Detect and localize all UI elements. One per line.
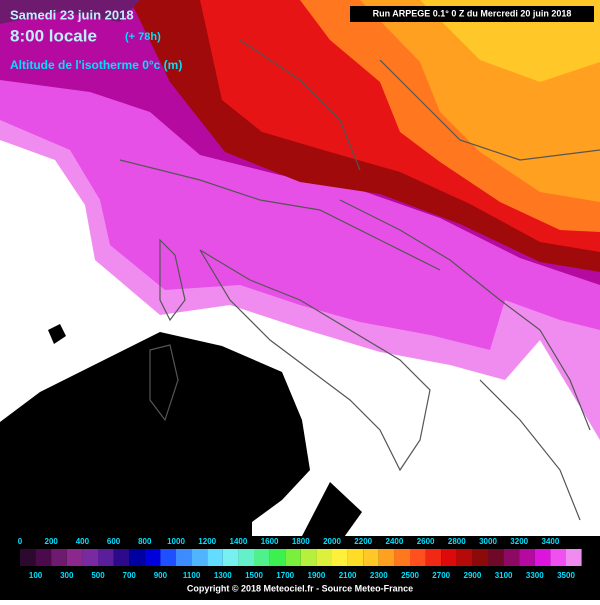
legend-label: 400 xyxy=(76,537,90,546)
legend-label: 2800 xyxy=(448,537,466,546)
legend-swatch xyxy=(20,549,36,566)
copyright: Copyright © 2018 Meteociel.fr - Source M… xyxy=(187,583,413,593)
legend-swatch xyxy=(534,549,551,566)
legend-swatch xyxy=(332,549,348,566)
legend-label: 200 xyxy=(45,537,59,546)
legend-label: 3000 xyxy=(479,537,497,546)
legend-swatch xyxy=(144,549,161,566)
legend-swatch xyxy=(425,549,442,566)
legend-swatch xyxy=(254,549,270,566)
legend-label: 900 xyxy=(154,571,168,580)
legend-label: 1500 xyxy=(245,571,263,580)
legend-label: 2900 xyxy=(464,571,482,580)
legend-swatch xyxy=(98,549,114,566)
legend-label: 1900 xyxy=(308,571,326,580)
legend-label: 3200 xyxy=(510,537,528,546)
legend-label: 2700 xyxy=(432,571,450,580)
legend-swatch xyxy=(176,549,192,566)
legend-label: 3300 xyxy=(526,571,544,580)
legend-swatch xyxy=(378,549,395,566)
legend-swatch xyxy=(550,549,566,566)
legend-swatch xyxy=(472,549,488,566)
legend-swatch xyxy=(51,549,67,566)
legend-label: 600 xyxy=(107,537,121,546)
legend-swatch xyxy=(441,549,457,566)
legend-swatch xyxy=(300,549,317,566)
legend-label: 1300 xyxy=(214,571,232,580)
legend-label: 1600 xyxy=(261,537,279,546)
legend-swatch xyxy=(456,549,473,566)
legend-label: 500 xyxy=(91,571,105,580)
legend-swatch xyxy=(316,549,332,566)
legend-swatch xyxy=(566,549,582,566)
time: 8:00 locale xyxy=(10,26,97,45)
run-box xyxy=(350,6,594,22)
legend-swatch xyxy=(269,549,286,566)
parameter: Altitude de l'isotherme 0°c (m) xyxy=(10,58,182,72)
legend-swatch xyxy=(129,549,145,566)
legend-swatch xyxy=(394,549,410,566)
legend-label: 100 xyxy=(29,571,43,580)
legend-label: 2500 xyxy=(401,571,419,580)
legend-swatch xyxy=(191,549,208,566)
legend-swatch xyxy=(207,549,223,566)
legend-label: 2100 xyxy=(339,571,357,580)
legend-swatch xyxy=(519,549,535,566)
legend-label: 2000 xyxy=(323,537,341,546)
legend-swatch xyxy=(35,549,52,566)
legend-label: 3400 xyxy=(542,537,560,546)
legend-label: 300 xyxy=(60,571,74,580)
legend-label: 1200 xyxy=(198,537,216,546)
legend-background xyxy=(0,536,600,600)
legend-swatch xyxy=(488,549,504,566)
legend-label: 1800 xyxy=(292,537,310,546)
legend-swatch xyxy=(113,549,130,566)
legend-label: 3500 xyxy=(557,571,575,580)
legend-label: 800 xyxy=(138,537,152,546)
legend-swatch xyxy=(238,549,254,566)
legend-label: 1400 xyxy=(230,537,248,546)
legend-label: 1100 xyxy=(183,571,201,580)
legend-swatch xyxy=(222,549,239,566)
legend-swatch xyxy=(285,549,301,566)
legend-swatch xyxy=(82,549,98,566)
date: Samedi 23 juin 2018 xyxy=(10,7,134,22)
run-info: Run ARPEGE 0.1° 0 Z du Mercredi 20 juin … xyxy=(373,8,572,18)
legend-swatch xyxy=(363,549,379,566)
legend-swatch xyxy=(347,549,364,566)
legend-label: 1700 xyxy=(276,571,294,580)
legend-swatch xyxy=(66,549,83,566)
legend-label: 0 xyxy=(18,537,23,546)
legend-swatch xyxy=(503,549,520,566)
legend-label: 1000 xyxy=(167,537,185,546)
legend-label: 700 xyxy=(123,571,137,580)
legend-label: 3100 xyxy=(495,571,513,580)
legend-label: 2200 xyxy=(354,537,372,546)
legend-label: 2300 xyxy=(370,571,388,580)
legend-swatch xyxy=(410,549,426,566)
legend-label: 2600 xyxy=(417,537,435,546)
legend-label: 2400 xyxy=(386,537,404,546)
lead-time: (+ 78h) xyxy=(125,31,161,43)
legend: 0 100 200 300 400 500 600 700 800 900 1000 1100 1200… xyxy=(18,537,582,580)
legend-swatch xyxy=(160,549,176,566)
